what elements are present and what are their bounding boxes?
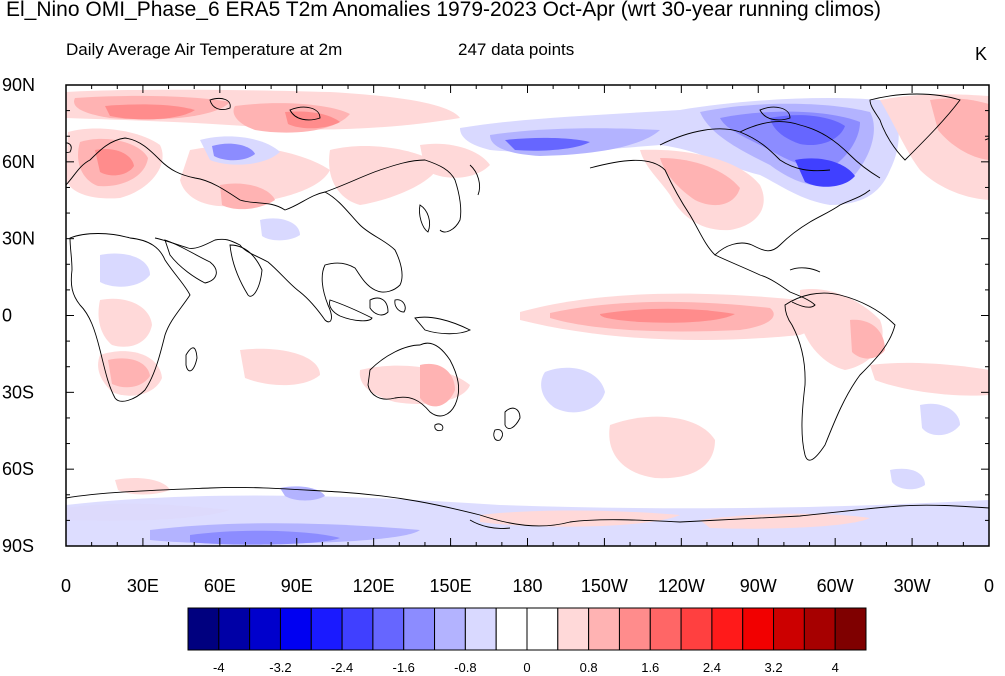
- colorbar-swatch: [526, 607, 559, 651]
- colorbar-swatch: [588, 607, 620, 651]
- lon-label: 30E: [127, 576, 159, 596]
- colorbar: [187, 607, 867, 651]
- colorbar-swatch: [711, 607, 744, 651]
- colorbar-swatch: [249, 607, 281, 651]
- colorbar-swatch: [187, 607, 220, 651]
- colorbar-swatch: [773, 607, 805, 651]
- longitude-labels: 0 30E 60E 90E 120E 150E 180 150W 120W 90W 60W 30W 0: [61, 576, 994, 596]
- colorbar-tick-label: -0.8: [454, 660, 476, 675]
- units-label: K: [975, 44, 988, 64]
- colorbar-swatch: [742, 607, 775, 651]
- lon-label: 60W: [817, 576, 854, 596]
- colorbar-swatch: [372, 607, 405, 651]
- temperature-anomaly-field: [66, 89, 989, 546]
- lon-label: 30W: [894, 576, 931, 596]
- colorbar-tick-label: -1.6: [393, 660, 415, 675]
- colorbar-swatch: [218, 607, 251, 651]
- lon-label: 120E: [353, 576, 395, 596]
- colorbar-labels: -4 -3.2 -2.4 -1.6 -0.8 0 0.8 1.6 2.4 3.2 4: [213, 660, 839, 675]
- lat-label: 60S: [2, 459, 34, 479]
- colorbar-tick-label: -3.2: [269, 660, 291, 675]
- colorbar-swatch: [279, 607, 312, 651]
- lon-label: 90E: [281, 576, 313, 596]
- colorbar-swatch: [403, 607, 436, 651]
- colorbar-swatch: [834, 607, 867, 651]
- lat-label: 60N: [2, 152, 35, 172]
- colorbar-swatch: [310, 607, 343, 651]
- colorbar-swatch: [618, 607, 651, 651]
- data-points-label: 247 data points: [458, 40, 575, 59]
- lat-label: 30N: [2, 229, 35, 249]
- lat-label: 0: [2, 306, 12, 326]
- lat-label: 30S: [2, 382, 34, 402]
- colorbar-tick-label: 1.6: [641, 660, 659, 675]
- lon-label: 180: [512, 576, 542, 596]
- colorbar-tick-label: 0: [523, 660, 530, 675]
- colorbar-swatch: [680, 607, 713, 651]
- lon-label: 90W: [740, 576, 777, 596]
- lat-label: 90S: [2, 536, 34, 556]
- colorbar-tick-label: -4: [213, 660, 225, 675]
- lon-label: 0: [61, 576, 71, 596]
- coastlines: [66, 93, 989, 529]
- map-subtitle: Daily Average Air Temperature at 2m: [66, 40, 343, 59]
- colorbar-tick-label: 3.2: [765, 660, 783, 675]
- lon-label: 150E: [430, 576, 472, 596]
- lon-label: 60E: [204, 576, 236, 596]
- latitude-labels: 90N 60N 30N 0 30S 60S 90S: [2, 75, 35, 556]
- colorbar-tick-label: 4: [832, 660, 839, 675]
- colorbar-tick-label: 2.4: [703, 660, 721, 675]
- colorbar-swatch: [803, 607, 836, 651]
- axis-ticks: [65, 84, 990, 547]
- lon-label: 120W: [658, 576, 705, 596]
- colorbar-swatch: [649, 607, 682, 651]
- colorbar-swatch: [557, 607, 590, 651]
- colorbar-swatch: [495, 607, 528, 651]
- lat-label: 90N: [2, 75, 35, 95]
- map-title: El_Nino OMI_Phase_6 ERA5 T2m Anomalies 1…: [6, 0, 882, 21]
- colorbar-tick-label: -2.4: [331, 660, 353, 675]
- colorbar-swatch: [434, 607, 466, 651]
- colorbar-tick-label: 0.8: [580, 660, 598, 675]
- lon-label: 150W: [581, 576, 628, 596]
- colorbar-swatch: [464, 607, 497, 651]
- lon-label: 0: [984, 576, 994, 596]
- colorbar-swatch: [341, 607, 374, 651]
